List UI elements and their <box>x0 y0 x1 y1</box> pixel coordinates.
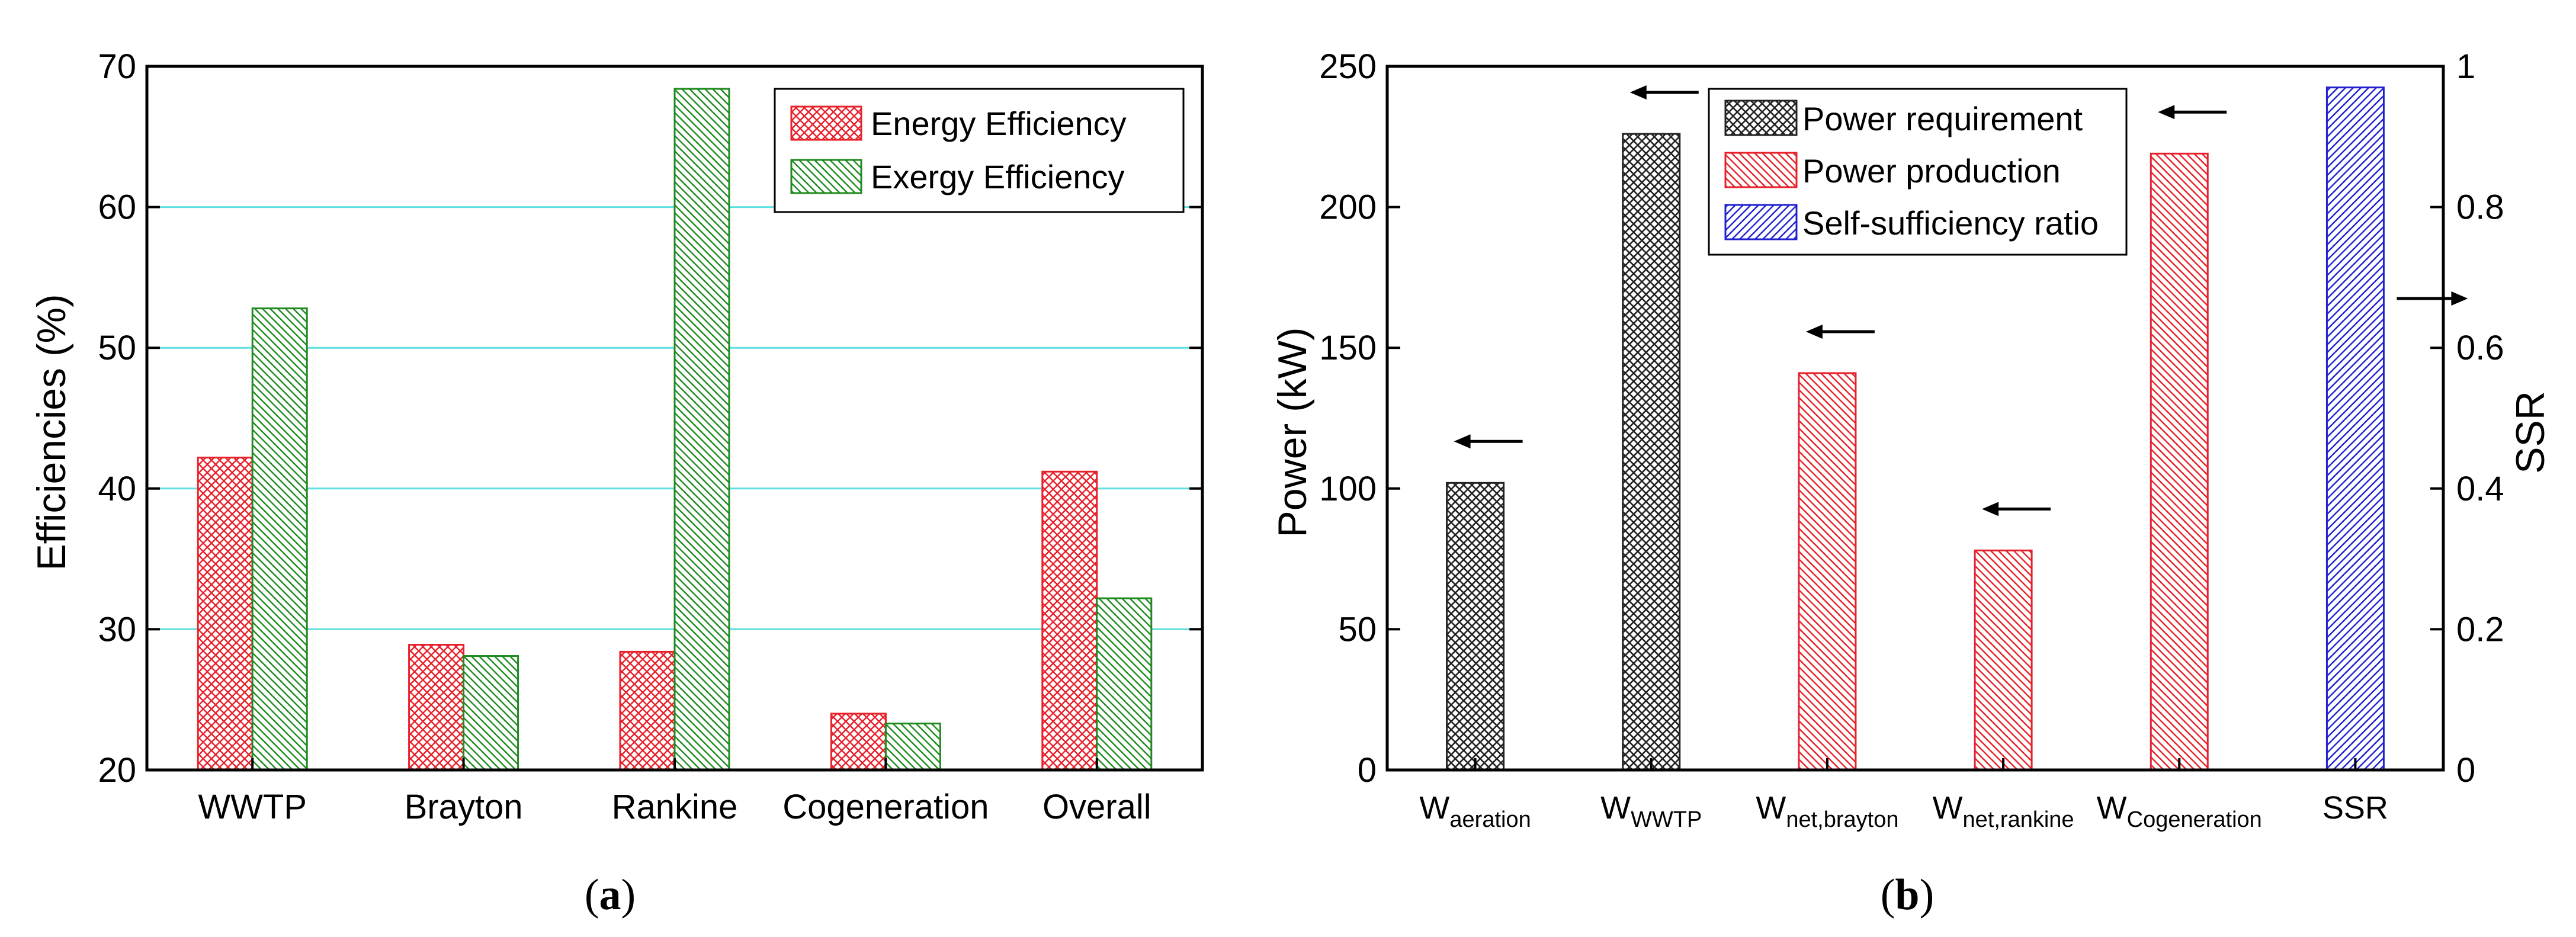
bar-energy-brayton <box>408 644 465 771</box>
x-axis-ticks: Waeration WWWTP Wnet,brayton Wnet,rankine WC… <box>1419 758 2388 832</box>
y-tick-label: 20 <box>98 751 136 790</box>
x-tick-label: Rankine <box>612 788 738 826</box>
y-tick-label: 70 <box>98 47 136 86</box>
y-tick-label: 150 <box>1319 329 1377 367</box>
x-tick-label-sub: net,brayton <box>1786 807 1898 832</box>
y2-tick-label: 0.2 <box>2456 610 2504 649</box>
caption-open-paren: ( <box>585 871 599 919</box>
plot-frame <box>1385 65 2445 772</box>
arrow-head <box>2451 291 2468 306</box>
x-tick-label: WCogeneration <box>2097 790 2262 832</box>
bar-exergy-rankine <box>673 88 730 771</box>
x-tick-label-main: SSR <box>2322 790 2388 826</box>
x-tick-label: Wnet,brayton <box>1756 790 1898 832</box>
x-tick-label: Cogeneration <box>782 788 989 826</box>
x-tick-label: Waeration <box>1419 790 1531 832</box>
caption-letter: b <box>1895 871 1919 919</box>
y-axis-title: Power (kW) <box>1270 327 1315 537</box>
x-tick-label-main: W <box>1600 790 1631 826</box>
x-tick-label: SSR <box>2322 790 2388 826</box>
bars <box>1446 86 2385 771</box>
arrow-head <box>1629 85 1647 100</box>
arrow-head <box>1454 434 1471 449</box>
caption-close-paren: ) <box>621 871 636 919</box>
y-tick-label: 50 <box>98 329 136 367</box>
y-tick-label: 0 <box>1358 751 1377 790</box>
legend-label-ssr: Self-sufficiency ratio <box>1802 204 2099 242</box>
bar-energy-rankine <box>619 650 676 771</box>
bar-energy-cogeneration <box>830 713 887 771</box>
panel-caption-b: (b) <box>1881 871 1934 919</box>
y-axis-ticks: 0 50 100 150 200 250 <box>1319 47 1400 790</box>
y-axis-ticks: 20 30 40 50 60 70 <box>98 47 1202 790</box>
axis-indicator-arrows <box>1454 85 2468 516</box>
y2-tick-label: 0.6 <box>2456 329 2504 367</box>
y-tick-label: 250 <box>1319 47 1377 86</box>
chart-efficiencies: 20 30 40 50 60 70 WWTP Brayton Rankine Cogenerat… <box>29 47 1204 919</box>
x-tick-label-sub: WWTP <box>1631 807 1702 832</box>
caption-close-paren: ) <box>1920 871 1935 919</box>
y-tick-label: 40 <box>98 470 136 508</box>
y2-tick-label: 0.8 <box>2456 188 2504 227</box>
x-tick-label-sub: aeration <box>1449 807 1531 832</box>
bar-requirement-1 <box>1622 133 1681 771</box>
bar-production-4 <box>2150 152 2209 771</box>
legend-label-exergy: Exergy Efficiency <box>871 158 1124 195</box>
y-tick-label: 30 <box>98 610 136 649</box>
x-tick-label: Wnet,rankine <box>1933 790 2074 832</box>
legend: Energy Efficiency Exergy Efficiency <box>774 88 1185 213</box>
x-tick-label-sub: net,rankine <box>1963 807 2074 832</box>
y2-tick-label: 0.4 <box>2456 470 2504 508</box>
y-tick-label: 60 <box>98 188 136 227</box>
bar-exergy-brayton <box>463 655 519 771</box>
x-tick-label: Brayton <box>405 788 523 826</box>
y-tick-label: 200 <box>1319 188 1377 227</box>
x-tick-label: WWTP <box>198 788 307 826</box>
x-tick-label-main: W <box>1756 790 1786 826</box>
bar-ssr-5 <box>2325 86 2385 771</box>
bar-requirement-0 <box>1446 482 1505 771</box>
arrow-head <box>1805 324 1823 339</box>
bar-energy-overall <box>1041 470 1098 771</box>
chart-power: 0 50 100 150 200 250 0 0.2 0.4 0.6 0.8 1 Waeration… <box>1270 47 2553 919</box>
x-tick-label-main: W <box>1933 790 1963 826</box>
caption-open-paren: ( <box>1881 871 1895 919</box>
arrow-head <box>2158 105 2175 120</box>
bar-exergy-cogeneration <box>884 723 941 771</box>
bar-energy-wwtp <box>197 457 254 771</box>
arrow-head <box>1982 502 1999 516</box>
y2-tick-label: 1 <box>2456 47 2475 86</box>
legend-swatch-energy <box>790 105 862 141</box>
y2-axis-ticks: 0 0.2 0.4 0.6 0.8 1 <box>2430 47 2504 790</box>
y2-tick-label: 0 <box>2456 751 2475 790</box>
x-tick-label-main: W <box>2097 790 2127 826</box>
y-tick-label: 100 <box>1319 470 1377 508</box>
legend-label-energy: Energy Efficiency <box>871 105 1127 142</box>
x-axis-ticks: WWTP Brayton Rankine Cogeneration Overall <box>198 758 1151 826</box>
x-tick-label-main: W <box>1419 790 1449 826</box>
y-tick-label: 50 <box>1338 610 1377 649</box>
bar-exergy-wwtp <box>251 307 308 771</box>
bar-production-2 <box>1798 372 1857 771</box>
legend-swatch-exergy <box>790 159 862 194</box>
x-tick-label-sub: Cogeneration <box>2127 807 2262 832</box>
x-tick-label: Overall <box>1042 788 1151 826</box>
caption-letter: a <box>599 871 621 919</box>
legend-swatch-ssr <box>1724 204 1798 240</box>
legend-swatch-production <box>1724 152 1798 188</box>
y-axis-title: Efficiencies (%) <box>29 294 74 570</box>
legend: Power requirement Power production Self-… <box>1708 88 2128 256</box>
legend-label-production: Power production <box>1802 152 2061 190</box>
bar-production-3 <box>1974 549 2033 771</box>
legend-swatch-requirement <box>1724 100 1798 136</box>
y2-axis-title: SSR <box>2508 391 2553 474</box>
legend-label-requirement: Power requirement <box>1802 100 2083 137</box>
x-tick-label: WWWTP <box>1600 790 1702 832</box>
bar-exergy-overall <box>1096 597 1153 771</box>
panel-caption-a: (a) <box>585 871 636 919</box>
